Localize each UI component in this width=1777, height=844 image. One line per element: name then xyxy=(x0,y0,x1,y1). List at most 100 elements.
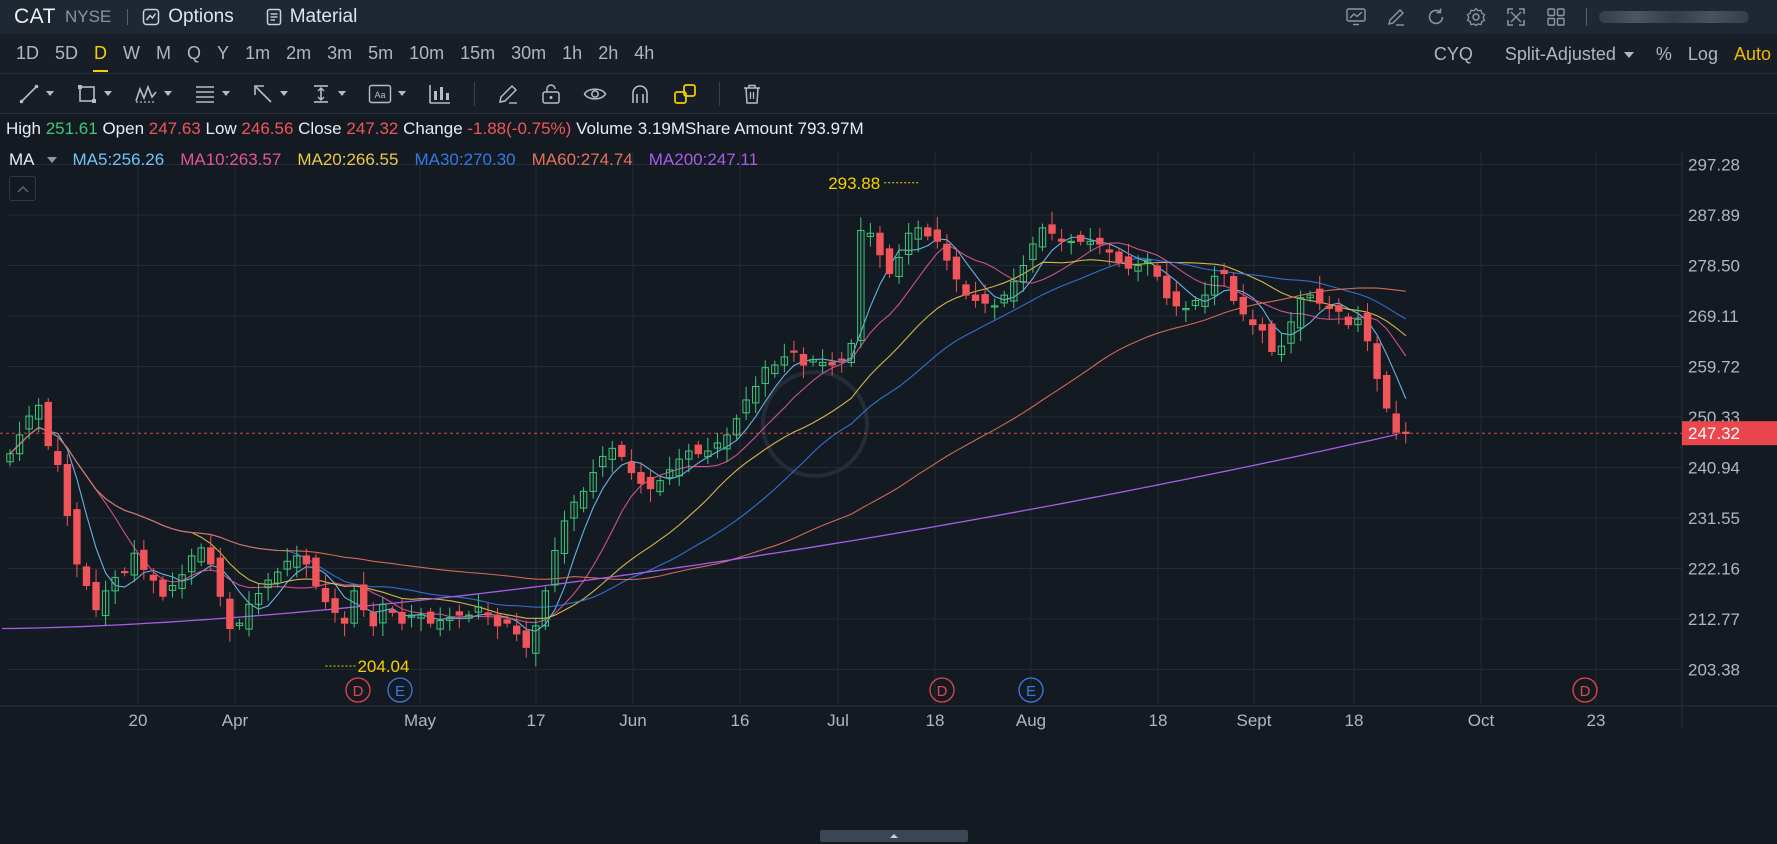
marker-circle xyxy=(345,677,371,703)
candle xyxy=(140,549,148,570)
candle xyxy=(446,617,454,621)
dividend-marker[interactable]: D xyxy=(929,677,955,703)
candle xyxy=(742,399,750,414)
ma-indicator-dropdown[interactable]: MA xyxy=(9,150,57,170)
period-tab-5m[interactable]: 5m xyxy=(368,43,394,63)
candle xyxy=(1354,318,1362,326)
layout-grid-icon[interactable] xyxy=(1536,0,1576,34)
x-tick-label: 18 xyxy=(1149,711,1168,730)
period-tab-m[interactable]: M xyxy=(156,43,172,63)
candle xyxy=(943,243,951,261)
earnings-marker[interactable]: E xyxy=(387,677,413,703)
ticker-symbol[interactable]: CAT xyxy=(14,5,56,28)
period-tab-30m[interactable]: 30m xyxy=(511,43,547,63)
candle xyxy=(1153,265,1161,277)
visibility-button[interactable] xyxy=(583,74,607,114)
auto-scale-button[interactable]: Auto xyxy=(1733,43,1771,64)
candle xyxy=(302,555,311,565)
x-tick-label: Apr xyxy=(222,711,249,730)
pencil-button[interactable] xyxy=(497,74,519,114)
chart-indicator-icon[interactable] xyxy=(1336,0,1376,34)
ma-legend: MA MA5:256.26 MA10:263.57 MA20:266.55 MA30:… xyxy=(9,150,758,170)
candle xyxy=(885,248,894,275)
bar-pattern-button[interactable] xyxy=(428,74,452,114)
cyq-button[interactable]: CYQ xyxy=(1433,43,1473,64)
log-scale-button[interactable]: Log xyxy=(1687,43,1718,64)
chevron-up-icon xyxy=(16,185,29,193)
x-tick-label: Jul xyxy=(827,711,849,730)
dividend-marker[interactable]: D xyxy=(345,677,371,703)
candle xyxy=(149,574,158,581)
period-list: 1D 5D D W M Q Y 1m 2m 3m 5m 10m 15m 30m 1h 2h 4h xyxy=(8,43,662,72)
period-tab-5d[interactable]: 5D xyxy=(55,43,79,63)
arrow-tool-button[interactable] xyxy=(252,74,288,114)
candle xyxy=(904,232,913,255)
candle xyxy=(1220,269,1228,275)
x-tick-label: 18 xyxy=(1345,711,1364,730)
period-tab-1m[interactable]: 1m xyxy=(245,43,271,63)
period-tab-15m[interactable]: 15m xyxy=(460,43,496,63)
candle xyxy=(503,619,511,624)
collapse-legend-button[interactable] xyxy=(9,176,36,201)
options-menu-button[interactable]: Options xyxy=(142,6,234,28)
period-tab-2h[interactable]: 2h xyxy=(598,43,619,63)
candle xyxy=(1077,234,1085,242)
low-label: Low xyxy=(205,119,237,138)
percent-scale-button[interactable]: % xyxy=(1655,43,1672,64)
ma-value-ma60: MA60:274.74 xyxy=(531,150,633,169)
candle xyxy=(379,603,387,624)
delete-drawings-button[interactable] xyxy=(742,74,762,114)
rectangle-tool-button[interactable] xyxy=(76,74,112,114)
sync-drawings-button[interactable] xyxy=(673,74,697,114)
candle xyxy=(1048,224,1056,234)
eye-icon xyxy=(583,87,607,100)
candle xyxy=(1191,299,1200,307)
fib-tool-button[interactable] xyxy=(194,74,230,114)
pattern-tool-button[interactable] xyxy=(134,74,172,114)
period-tab-y[interactable]: Y xyxy=(217,43,230,63)
text-tool-button[interactable]: Aa xyxy=(368,74,406,114)
candle xyxy=(522,630,530,648)
bar-pattern-icon xyxy=(429,84,450,104)
candle xyxy=(1000,294,1008,304)
share-amount-label: Share Amount xyxy=(685,119,793,138)
x-tick-label: 17 xyxy=(527,711,546,730)
candle xyxy=(111,576,119,592)
y-tick-label: 297.28 xyxy=(1688,156,1740,175)
candle xyxy=(197,547,205,563)
y-tick-label: 240.94 xyxy=(1688,459,1740,478)
line-tool-button[interactable] xyxy=(18,74,54,114)
period-tab-1d[interactable]: 1D xyxy=(16,43,40,63)
period-tab-1h[interactable]: 1h xyxy=(562,43,583,63)
candle xyxy=(579,490,588,509)
dividend-marker[interactable]: D xyxy=(1572,677,1598,703)
candle xyxy=(599,455,607,468)
chart-scrollbar-handle[interactable] xyxy=(820,830,968,842)
ma-value-ma5: MA5:256.26 xyxy=(72,150,165,169)
low-value: 246.56 xyxy=(241,119,294,138)
period-tab-d[interactable]: D xyxy=(86,43,115,72)
refresh-icon[interactable] xyxy=(1416,0,1456,34)
period-tab-q[interactable]: Q xyxy=(187,43,202,63)
settings-icon[interactable] xyxy=(1456,0,1496,34)
period-tab-3m[interactable]: 3m xyxy=(327,43,353,63)
measure-tool-button[interactable] xyxy=(310,74,346,114)
fullscreen-icon[interactable] xyxy=(1496,0,1536,34)
period-tab-10m[interactable]: 10m xyxy=(409,43,445,63)
magnet-button[interactable] xyxy=(629,74,651,114)
material-menu-button[interactable]: Material xyxy=(266,6,357,28)
split-adjusted-dropdown[interactable]: Split-Adjusted xyxy=(1489,44,1634,65)
edit-icon[interactable] xyxy=(1376,0,1416,34)
candlestick-chart[interactable]: 297.28287.89278.50269.11259.72250.33240.… xyxy=(0,144,1777,830)
lock-drawings-button[interactable] xyxy=(541,74,561,114)
account-name-blurred[interactable] xyxy=(1599,11,1749,23)
period-tab-w[interactable]: W xyxy=(123,43,141,63)
candle xyxy=(283,560,291,570)
period-tab-4h[interactable]: 4h xyxy=(634,43,655,63)
pattern-tool-icon xyxy=(135,84,157,103)
earnings-marker[interactable]: E xyxy=(1018,677,1044,703)
candle xyxy=(1010,281,1018,302)
rectangle-tool-icon xyxy=(78,84,96,103)
candle xyxy=(790,350,798,353)
period-tab-2m[interactable]: 2m xyxy=(286,43,312,63)
